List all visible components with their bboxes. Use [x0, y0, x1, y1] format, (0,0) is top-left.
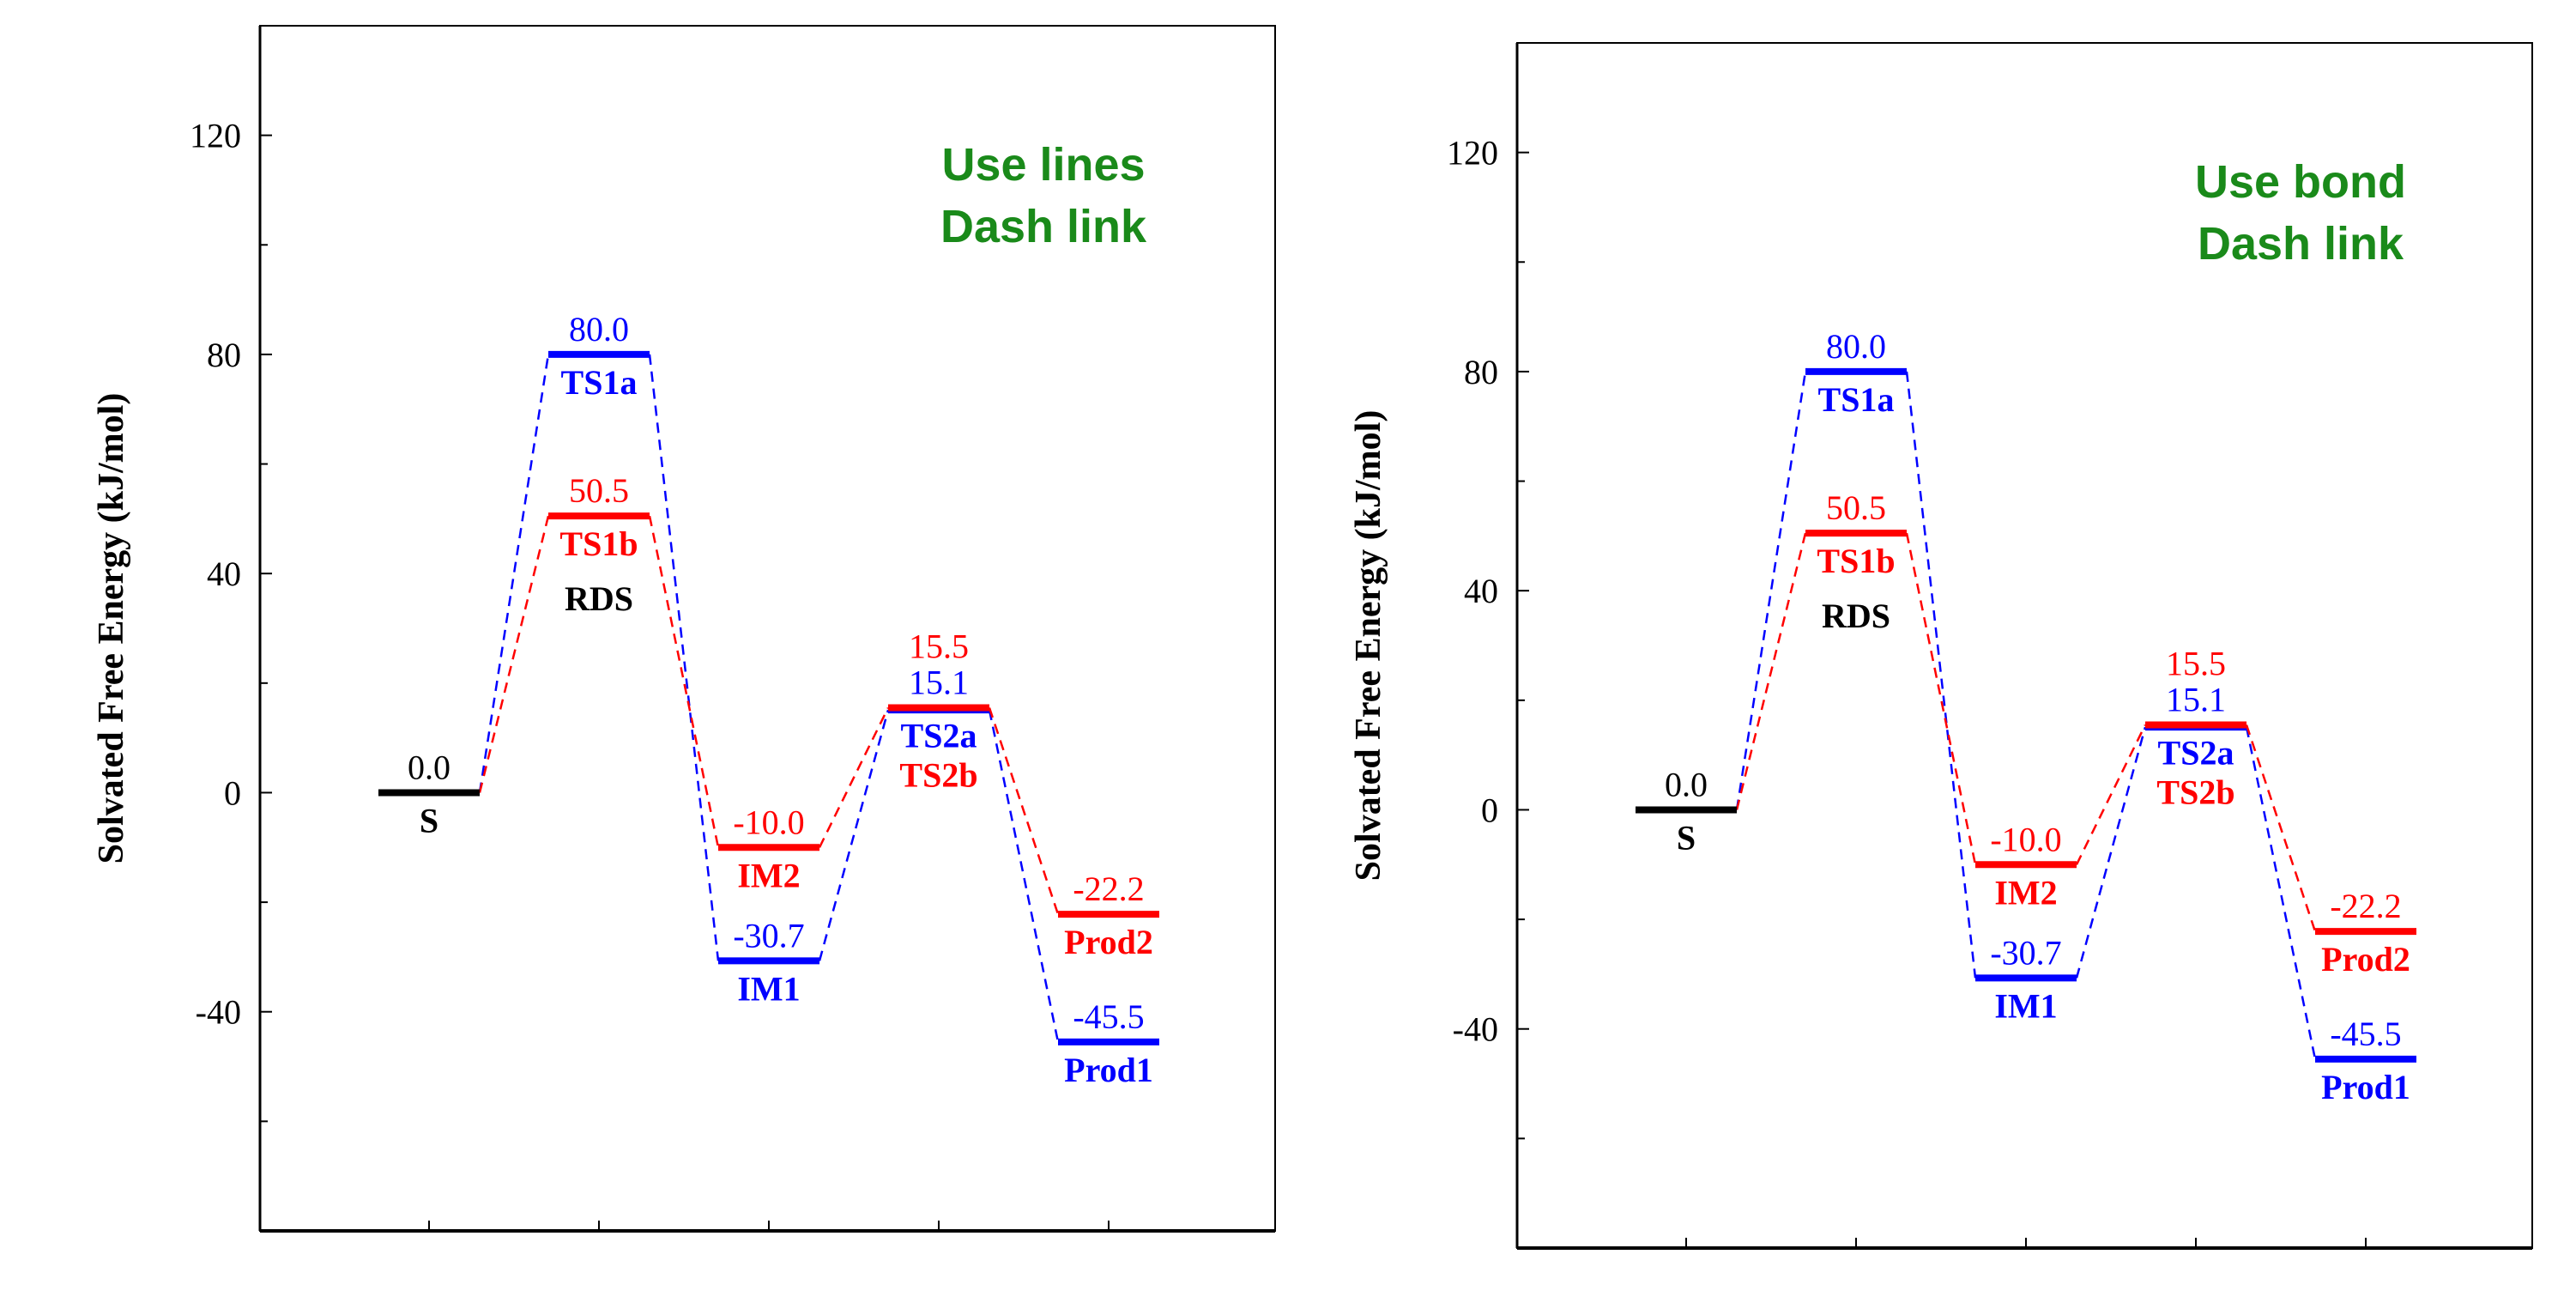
y-tick-label: 40	[1464, 572, 1498, 610]
value-label-Prod2: -22.2	[2330, 887, 2401, 925]
connector-b	[478, 515, 550, 793]
state-label-TS1b: TS1b	[1817, 542, 1895, 580]
state-label-S: S	[420, 801, 438, 839]
connector-b	[818, 706, 890, 848]
connector-b	[1735, 532, 1807, 810]
value-label-TS1a: 80.0	[1826, 327, 1886, 366]
state-label-TS1b: TS1b	[559, 524, 638, 563]
y-axis-label: Solvated Free Energy (kJ/mol)	[1349, 410, 1388, 882]
connector-a	[818, 709, 890, 961]
state-label-Prod1: Prod1	[1064, 1051, 1153, 1089]
connector-a	[1735, 371, 1807, 810]
state-label-TS2b: TS2b	[2156, 773, 2234, 812]
value-label-TS1b: 50.5	[1826, 488, 1886, 527]
connector-a	[988, 709, 1060, 1043]
connector-a	[1905, 371, 1977, 979]
rds-label: RDS	[1822, 597, 1890, 635]
value-label-Prod1: -45.5	[1073, 997, 1144, 1036]
connector-b	[2245, 724, 2317, 932]
panel-annotation: Use lines	[941, 139, 1145, 191]
state-label-TS2b: TS2b	[899, 756, 977, 795]
connector-a	[648, 354, 720, 961]
value-label-IM2: -10.0	[1990, 820, 2061, 858]
y-tick-label: 40	[207, 554, 241, 593]
y-tick-label: 120	[190, 117, 241, 155]
chart-panel-1: -40 0 40 80 120 Solvated Free Energy (kJ/mol)…	[92, 25, 1276, 1233]
value-label-TS1b: 50.5	[569, 471, 629, 510]
y-tick-label: 80	[1464, 353, 1498, 391]
state-label-Prod2: Prod2	[1064, 923, 1153, 961]
value-label-TS2a: 15.1	[2166, 681, 2226, 719]
value-label-Prod2: -22.2	[1073, 870, 1144, 908]
state-label-IM1: IM1	[737, 969, 800, 1008]
state-label-Prod1: Prod1	[2321, 1068, 2410, 1106]
value-label-Prod1: -45.5	[2330, 1015, 2401, 1053]
value-label-TS1a: 80.0	[569, 310, 629, 348]
value-label-S: 0.0	[408, 748, 450, 786]
state-label-Prod2: Prod2	[2321, 940, 2410, 979]
state-label-TS1a: TS1a	[1818, 380, 1895, 419]
value-label-IM2: -10.0	[733, 803, 804, 841]
y-axis-label: Solvated Free Energy (kJ/mol)	[92, 393, 131, 864]
connector-b	[1905, 532, 1977, 865]
connector-a	[478, 354, 550, 793]
chart-panel-2: -40 0 40 80 120 Solvated Free Energy (kJ/mol)…	[1349, 42, 2533, 1250]
value-label-TS2a: 15.1	[909, 664, 969, 702]
connector-a	[2075, 726, 2147, 979]
y-tick-label: -40	[1453, 1010, 1498, 1049]
connector-b	[988, 707, 1060, 915]
state-label-TS2a: TS2a	[2158, 734, 2234, 773]
y-tick-label: 0	[1481, 791, 1498, 829]
y-tick-label: 0	[224, 773, 241, 812]
panel-annotation: Dash link	[940, 201, 1147, 252]
y-tick-label: 80	[207, 336, 241, 374]
state-label-IM2: IM2	[737, 856, 800, 894]
state-label-IM2: IM2	[1994, 873, 2057, 912]
value-label-IM1: -30.7	[1990, 933, 2061, 972]
connector-b	[648, 515, 720, 848]
state-label-TS2a: TS2a	[901, 717, 977, 755]
state-label-S: S	[1677, 818, 1696, 857]
value-label-TS2b: 15.5	[909, 627, 969, 666]
y-tick-label: 120	[1447, 134, 1498, 173]
value-label-TS2b: 15.5	[2166, 645, 2226, 683]
y-tick-label: -40	[196, 993, 241, 1032]
state-label-IM1: IM1	[1994, 986, 2057, 1025]
rds-label: RDS	[565, 579, 633, 618]
value-label-S: 0.0	[1665, 765, 1708, 803]
connector-a	[2245, 726, 2317, 1060]
panel-annotation: Dash link	[2198, 218, 2404, 270]
panel-annotation: Use bond	[2195, 156, 2406, 208]
state-label-TS1a: TS1a	[561, 363, 638, 402]
connector-b	[2075, 724, 2147, 865]
value-label-IM1: -30.7	[733, 916, 804, 954]
